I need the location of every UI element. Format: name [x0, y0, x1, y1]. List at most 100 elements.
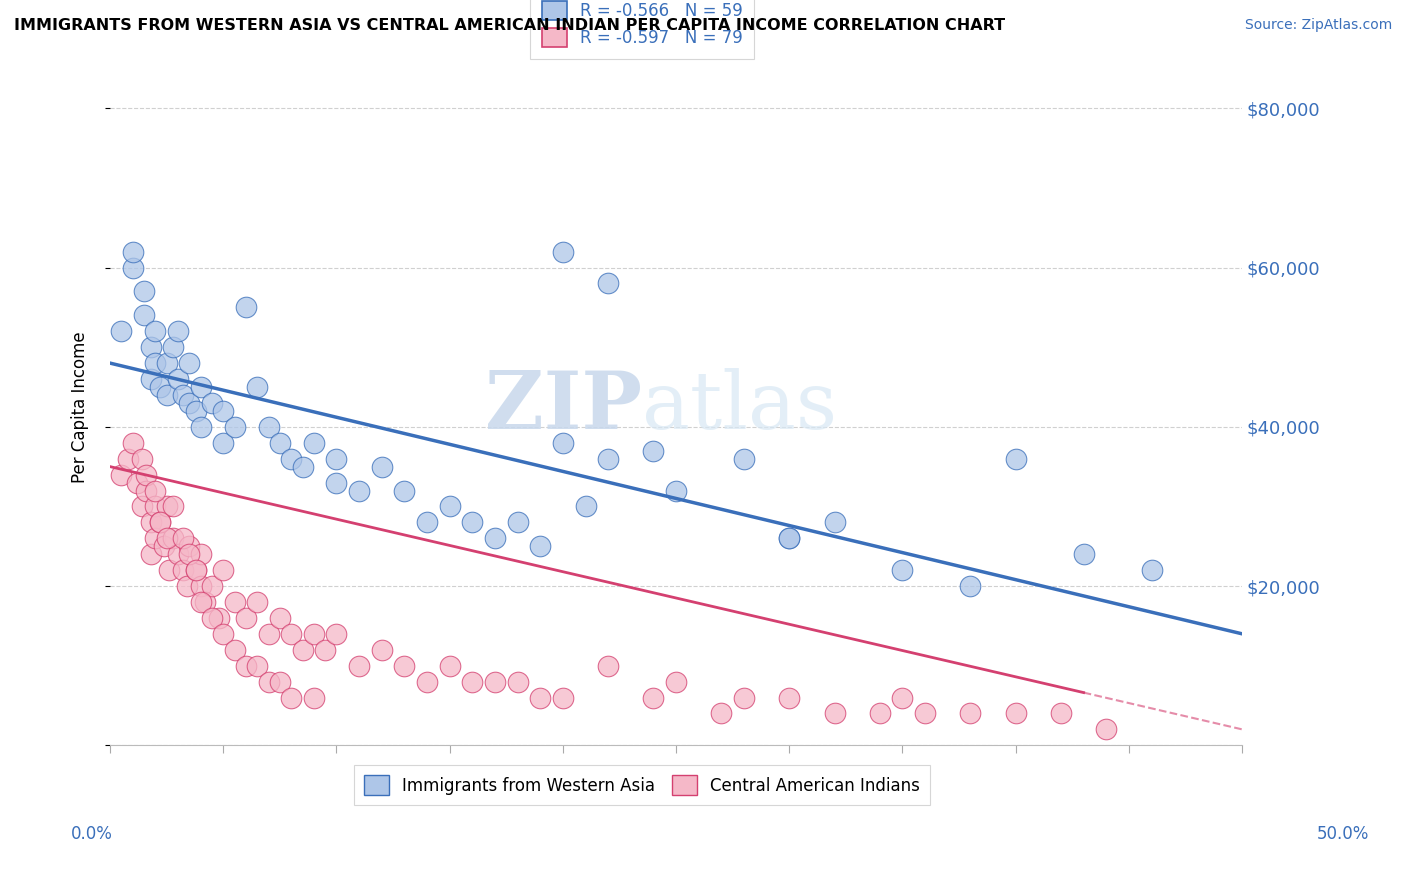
Point: [461, 516, 484, 530]
Point: [176, 579, 198, 593]
Point: [110, 467, 132, 482]
Point: [302, 627, 325, 641]
Point: [280, 451, 302, 466]
Point: [167, 324, 190, 338]
Point: [179, 396, 201, 410]
Point: [172, 388, 194, 402]
Point: [598, 277, 620, 291]
Point: [439, 500, 461, 514]
Point: [257, 627, 280, 641]
Point: [157, 563, 180, 577]
Point: [179, 547, 201, 561]
Point: [190, 595, 212, 609]
Point: [347, 483, 370, 498]
Point: [643, 690, 665, 705]
Point: [416, 516, 439, 530]
Point: [1050, 706, 1073, 721]
Point: [551, 690, 574, 705]
Point: [506, 674, 529, 689]
Point: [280, 690, 302, 705]
Point: [121, 244, 143, 259]
Text: IMMIGRANTS FROM WESTERN ASIA VS CENTRAL AMERICAN INDIAN PER CAPITA INCOME CORREL: IMMIGRANTS FROM WESTERN ASIA VS CENTRAL …: [14, 18, 1005, 33]
Point: [135, 467, 157, 482]
Point: [235, 611, 257, 625]
Point: [131, 500, 153, 514]
Point: [184, 404, 207, 418]
Point: [179, 356, 201, 370]
Text: atlas: atlas: [643, 368, 837, 446]
Point: [778, 531, 800, 545]
Point: [325, 451, 347, 466]
Point: [778, 531, 800, 545]
Point: [246, 658, 269, 673]
Point: [891, 563, 914, 577]
Point: [127, 475, 149, 490]
Point: [132, 309, 155, 323]
Point: [212, 563, 235, 577]
Point: [156, 500, 179, 514]
Point: [824, 516, 846, 530]
Point: [224, 595, 246, 609]
Point: [598, 658, 620, 673]
Point: [291, 642, 314, 657]
Point: [291, 459, 314, 474]
Point: [643, 443, 665, 458]
Point: [162, 500, 184, 514]
Text: Source: ZipAtlas.com: Source: ZipAtlas.com: [1244, 18, 1392, 32]
Point: [194, 595, 217, 609]
Point: [121, 260, 143, 275]
Point: [190, 547, 212, 561]
Point: [959, 706, 981, 721]
Point: [149, 516, 172, 530]
Point: [156, 531, 179, 545]
Point: [461, 674, 484, 689]
Point: [269, 435, 291, 450]
Text: 0.0%: 0.0%: [70, 825, 112, 843]
Point: [1140, 563, 1163, 577]
Point: [371, 459, 394, 474]
Point: [167, 372, 190, 386]
Point: [598, 451, 620, 466]
Point: [257, 419, 280, 434]
Point: [143, 531, 166, 545]
Point: [153, 539, 176, 553]
Point: [190, 579, 212, 593]
Point: [184, 563, 207, 577]
Point: [269, 674, 291, 689]
Point: [710, 706, 733, 721]
Point: [302, 690, 325, 705]
Point: [143, 483, 166, 498]
Point: [529, 690, 551, 705]
Point: [139, 372, 162, 386]
Point: [325, 475, 347, 490]
Point: [131, 451, 153, 466]
Point: [1073, 547, 1095, 561]
Point: [172, 531, 194, 545]
Point: [190, 419, 212, 434]
Point: [1095, 723, 1118, 737]
Point: [149, 380, 172, 394]
Point: [778, 690, 800, 705]
Point: [156, 388, 179, 402]
Point: [139, 547, 162, 561]
Point: [506, 516, 529, 530]
Point: [959, 579, 981, 593]
Point: [824, 706, 846, 721]
Point: [371, 642, 394, 657]
Point: [394, 483, 416, 498]
Point: [665, 674, 688, 689]
Point: [132, 285, 155, 299]
Point: [394, 658, 416, 673]
Point: [484, 674, 506, 689]
Point: [143, 324, 166, 338]
Point: [162, 340, 184, 354]
Point: [184, 563, 207, 577]
Point: [914, 706, 936, 721]
Point: [224, 419, 246, 434]
Point: [314, 642, 336, 657]
Point: [190, 380, 212, 394]
Point: [347, 658, 370, 673]
Point: [139, 340, 162, 354]
Point: [280, 627, 302, 641]
Y-axis label: Per Capita Income: Per Capita Income: [72, 331, 89, 483]
